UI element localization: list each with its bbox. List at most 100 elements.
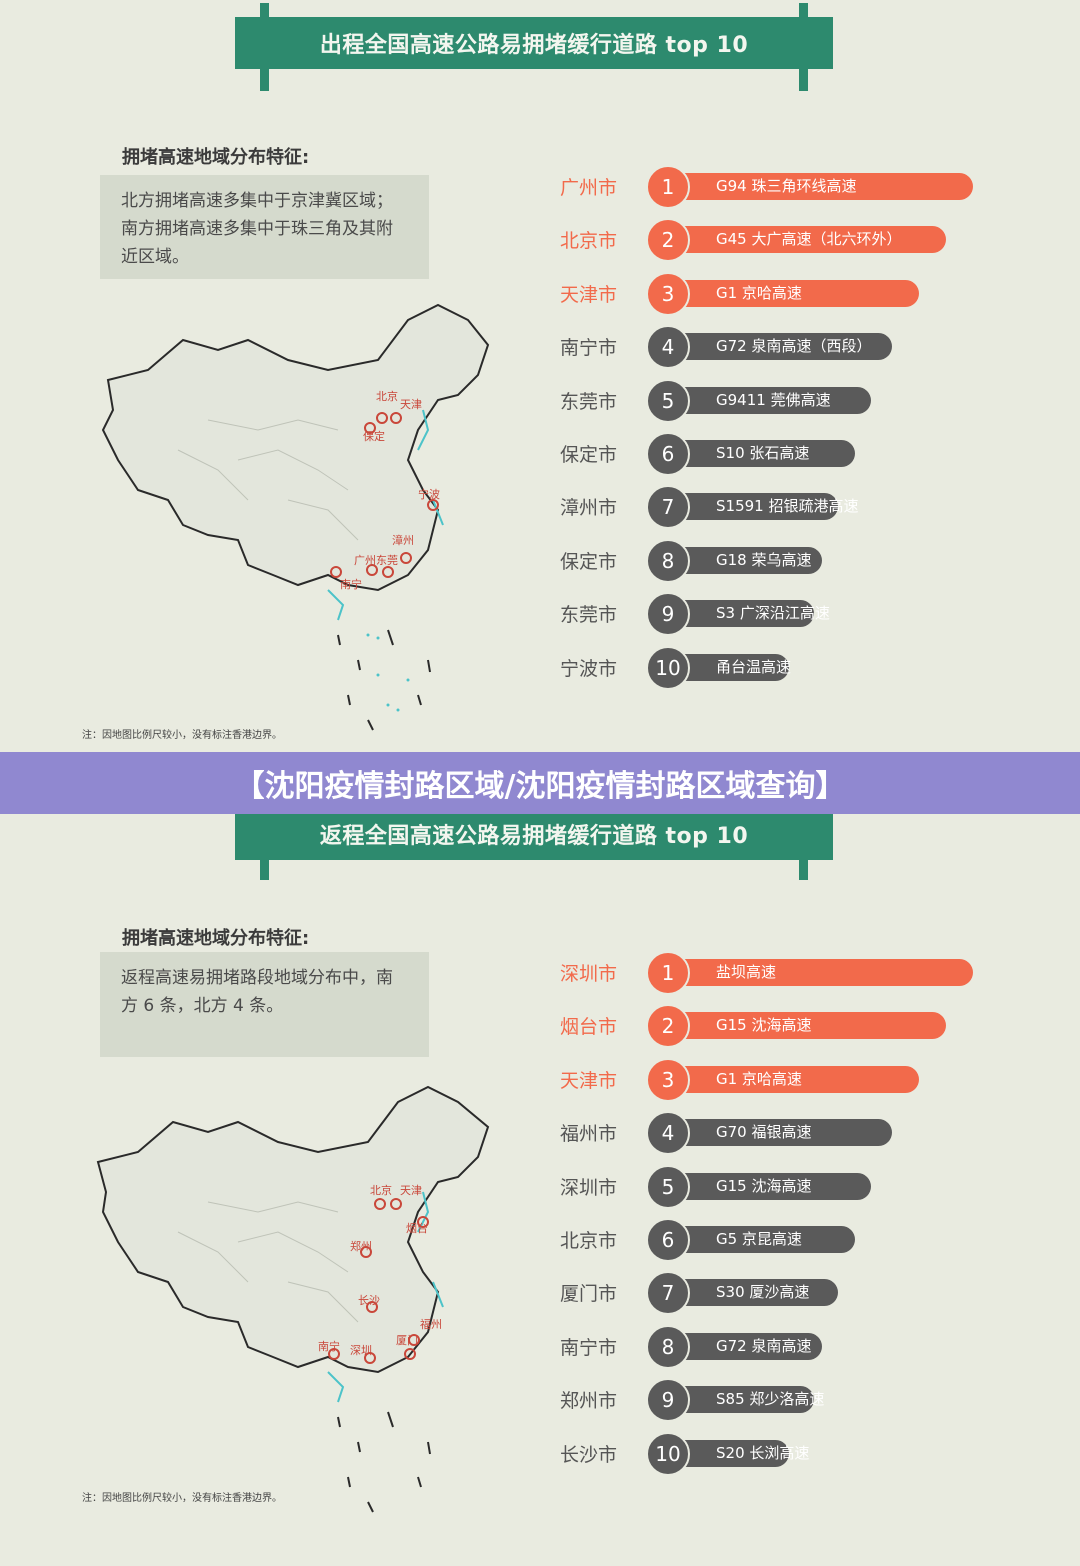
road-name: G1 京哈高速 bbox=[666, 1065, 919, 1093]
return-map-note: 注：因地图比例尺较小，没有标注香港边界。 bbox=[82, 1493, 282, 1504]
city-name: 深圳市 bbox=[560, 1176, 618, 1199]
city-name: 长沙市 bbox=[560, 1443, 618, 1466]
ranking-row: 天津市 G1 京哈高速 3 bbox=[560, 1057, 1030, 1102]
road-name: G72 泉南高速（西段） bbox=[666, 333, 892, 361]
map-label: 广州 bbox=[354, 554, 376, 567]
city-name: 天津市 bbox=[560, 1069, 618, 1092]
ranking-row: 长沙市 S20 长浏高速 10 bbox=[560, 1431, 1030, 1476]
road-name: S30 厦沙高速 bbox=[666, 1279, 838, 1307]
outbound-panel: 出程全国高速公路易拥堵缓行道路 top 10 拥堵高速地域分布特征: 北方拥堵高… bbox=[0, 0, 1080, 752]
road-name: S85 郑少洛高速 bbox=[666, 1386, 824, 1414]
ranking-row: 北京市 G45 大广高速（北六环外） 2 bbox=[560, 218, 1030, 263]
outbound-banner-title: 出程全国高速公路易拥堵缓行道路 top 10 bbox=[235, 17, 833, 69]
map-label: 深圳 bbox=[350, 1344, 372, 1357]
city-name: 天津市 bbox=[560, 283, 618, 306]
return-feature-text: 返程高速易拥堵路段地域分布中，南方 6 条，北方 4 条。 bbox=[100, 952, 429, 1057]
city-name: 北京市 bbox=[560, 230, 618, 253]
ranking-row: 宁波市 甬台温高速 10 bbox=[560, 645, 1030, 690]
road-name: G15 沈海高速 bbox=[666, 1172, 871, 1200]
ranking-row: 漳州市 S1591 招银疏港高速 7 bbox=[560, 485, 1030, 530]
map-label: 天津 bbox=[400, 1184, 422, 1197]
rank-number: 6 bbox=[646, 1218, 690, 1262]
city-name: 北京市 bbox=[560, 1230, 618, 1252]
outbound-china-map: 北京 保定 天津 宁波 漳州 南宁 广州 东莞 bbox=[88, 300, 508, 740]
rank-number: 2 bbox=[646, 218, 690, 263]
road-name: S1591 招银疏港高速 bbox=[666, 493, 858, 521]
map-label: 福州 bbox=[420, 1317, 442, 1331]
city-name: 深圳市 bbox=[560, 963, 618, 985]
rank-number: 9 bbox=[646, 1378, 690, 1423]
map-label: 东莞 bbox=[376, 554, 398, 567]
overlay-title: 【沈阳疫情封路区域/沈阳疫情封路区域查询】 bbox=[0, 752, 1080, 814]
rank-number: 8 bbox=[646, 538, 690, 583]
city-name: 东莞市 bbox=[560, 604, 618, 627]
city-name: 保定市 bbox=[560, 550, 618, 573]
city-name: 福州市 bbox=[560, 1123, 618, 1146]
rank-number: 9 bbox=[646, 592, 690, 637]
ranking-row: 郑州市 S85 郑少洛高速 9 bbox=[560, 1378, 1030, 1423]
road-name: G1 京哈高速 bbox=[666, 279, 919, 307]
return-panel: 返程全国高速公路易拥堵缓行道路 top 10 拥堵高速地域分布特征: 返程高速易… bbox=[0, 752, 1080, 1566]
road-name: G70 福银高速 bbox=[666, 1119, 892, 1147]
rank-number: 8 bbox=[646, 1324, 690, 1369]
city-name: 厦门市 bbox=[560, 1283, 618, 1306]
road-name: S3 广深沿江高速 bbox=[666, 600, 830, 628]
rank-number: 10 bbox=[646, 645, 690, 690]
road-name: G15 沈海高速 bbox=[666, 1012, 946, 1040]
china-map-graphic: 北京 天津 烟台 郑州 长沙 福州 厦门 南宁 深圳 bbox=[96, 1085, 490, 1513]
map-label: 天津 bbox=[400, 398, 422, 411]
return-banner-title: 返程全国高速公路易拥堵缓行道路 top 10 bbox=[235, 808, 833, 860]
outbound-feature-title: 拥堵高速地域分布特征: bbox=[122, 147, 310, 168]
map-label: 郑州 bbox=[350, 1239, 372, 1253]
map-label: 漳州 bbox=[392, 533, 414, 547]
ranking-row: 烟台市 G15 沈海高速 2 bbox=[560, 1004, 1030, 1049]
rank-number: 2 bbox=[646, 1004, 690, 1049]
rank-number: 5 bbox=[646, 378, 690, 423]
rank-number: 5 bbox=[646, 1164, 690, 1209]
rank-number: 7 bbox=[646, 1271, 690, 1316]
city-name: 南宁市 bbox=[560, 1336, 618, 1359]
china-map-graphic: 北京 保定 天津 宁波 漳州 南宁 广州 东莞 bbox=[101, 303, 490, 731]
return-feature-title: 拥堵高速地域分布特征: bbox=[122, 928, 310, 949]
road-name: G9411 莞佛高速 bbox=[666, 386, 871, 414]
outbound-feature-text: 北方拥堵高速多集中于京津冀区域；南方拥堵高速多集中于珠三角及其附近区域。 bbox=[100, 175, 429, 279]
map-label: 北京 bbox=[370, 1183, 392, 1197]
map-label: 烟台 bbox=[406, 1221, 428, 1235]
ranking-row: 深圳市 盐坝高速 1 bbox=[560, 951, 1030, 995]
city-name: 东莞市 bbox=[560, 390, 618, 413]
rank-number: 1 bbox=[646, 951, 690, 995]
map-label: 北京 bbox=[376, 389, 398, 403]
city-name: 宁波市 bbox=[560, 657, 618, 680]
road-name: G45 大广高速（北六环外） bbox=[666, 226, 946, 254]
map-label: 南宁 bbox=[318, 1339, 340, 1353]
return-china-map: 北京 天津 烟台 郑州 长沙 福州 厦门 南宁 深圳 bbox=[88, 1082, 508, 1522]
city-name: 保定市 bbox=[560, 444, 618, 466]
road-name: S10 张石高速 bbox=[666, 440, 855, 467]
rank-number: 6 bbox=[646, 432, 690, 476]
road-name: G18 荣乌高速 bbox=[666, 546, 822, 574]
map-label: 南宁 bbox=[340, 577, 362, 591]
ranking-row: 北京市 G5 京昆高速 6 bbox=[560, 1218, 1030, 1262]
ranking-row: 厦门市 S30 厦沙高速 7 bbox=[560, 1271, 1030, 1316]
map-label: 保定 bbox=[363, 429, 385, 443]
ranking-row: 东莞市 S3 广深沿江高速 9 bbox=[560, 592, 1030, 637]
city-name: 漳州市 bbox=[560, 497, 618, 520]
rank-number: 1 bbox=[646, 165, 690, 209]
ranking-row: 东莞市 G9411 莞佛高速 5 bbox=[560, 378, 1030, 423]
road-name: G72 泉南高速 bbox=[666, 1332, 822, 1360]
rank-number: 7 bbox=[646, 485, 690, 530]
city-name: 南宁市 bbox=[560, 337, 618, 360]
city-name: 广州市 bbox=[560, 177, 618, 199]
rank-number: 10 bbox=[646, 1431, 690, 1476]
ranking-row: 保定市 S10 张石高速 6 bbox=[560, 432, 1030, 476]
ranking-row: 南宁市 G72 泉南高速 8 bbox=[560, 1324, 1030, 1369]
map-label: 厦门 bbox=[396, 1333, 418, 1347]
ranking-row: 深圳市 G15 沈海高速 5 bbox=[560, 1164, 1030, 1209]
rank-number: 3 bbox=[646, 1057, 690, 1102]
rank-number: 4 bbox=[646, 325, 690, 370]
outbound-map-note: 注：因地图比例尺较小，没有标注香港边界。 bbox=[82, 730, 282, 741]
road-name: G94 珠三角环线高速 bbox=[666, 173, 973, 200]
ranking-row: 福州市 G70 福银高速 4 bbox=[560, 1111, 1030, 1156]
map-label: 长沙 bbox=[358, 1294, 380, 1307]
city-name: 烟台市 bbox=[560, 1016, 618, 1039]
